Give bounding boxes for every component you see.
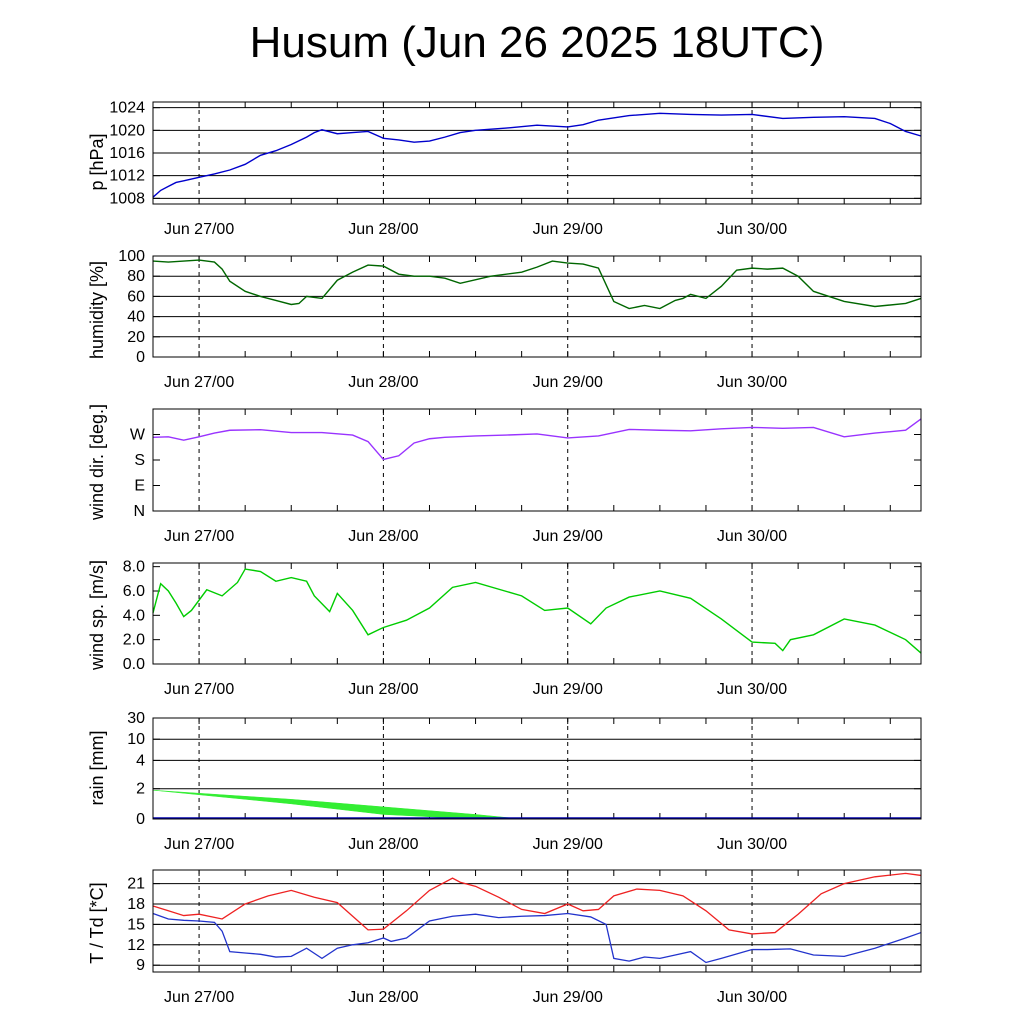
x-tick-label: Jun 29/00	[533, 836, 603, 853]
y-tick-label: 0	[136, 349, 145, 366]
y-tick-label: 1024	[109, 100, 145, 117]
series-line	[152, 112, 922, 198]
x-tick-label: Jun 28/00	[348, 836, 418, 853]
temperature-line	[152, 872, 922, 935]
panel-4: 0 2 4 10 30 Jun 27/00 Jun 28/00 Jun 29/00 Jun 30…	[87, 710, 922, 853]
x-tick-label: Jun 30/00	[717, 681, 787, 698]
y-tick-label: 30	[127, 710, 145, 727]
y-tick-label: N	[133, 503, 145, 520]
x-tick-label: Jun 30/00	[717, 374, 787, 391]
y-tick-label: 2.0	[123, 632, 145, 649]
panel-frame	[152, 562, 922, 665]
rain-area	[152, 789, 921, 820]
panel-3: 0.0 2.0 4.0 6.0 8.0 Jun 27/00 Jun 28/00 Jun 29/…	[87, 559, 922, 698]
y-tick-label: 1012	[109, 168, 145, 185]
y-tick-label: 10	[127, 731, 145, 748]
y-axis-label: T / Td [*C]	[87, 882, 107, 963]
y-tick-label: 12	[127, 937, 145, 954]
y-tick-label: 8.0	[123, 559, 145, 576]
x-tick-label: Jun 29/00	[533, 221, 603, 238]
y-tick-label: 1008	[109, 190, 145, 207]
y-tick-label: 4.0	[123, 607, 145, 624]
y-tick-label: 9	[136, 957, 145, 974]
series-line	[152, 568, 922, 654]
y-tick-label: W	[130, 427, 146, 444]
y-tick-label: 0.0	[123, 656, 145, 673]
y-tick-label: 21	[127, 876, 145, 893]
x-tick-label: Jun 29/00	[533, 681, 603, 698]
x-tick-label: Jun 28/00	[348, 374, 418, 391]
panel-frame	[152, 101, 922, 205]
x-tick-label: Jun 28/00	[348, 681, 418, 698]
panel-frame	[152, 869, 922, 973]
x-tick-label: Jun 28/00	[348, 989, 418, 1006]
x-tick-label: Jun 30/00	[717, 836, 787, 853]
y-tick-label: 4	[136, 752, 145, 769]
y-tick-label: 100	[118, 248, 145, 265]
y-tick-label: 80	[127, 268, 145, 285]
panel-5: 9 12 15 18 21 Jun 27/00 Jun 28/00 Jun 29/00 Jun …	[87, 869, 922, 1006]
y-tick-label: 1016	[109, 145, 145, 162]
y-tick-label: 0	[136, 811, 145, 828]
y-tick-label: S	[134, 452, 145, 469]
x-tick-label: Jun 28/00	[348, 528, 418, 545]
y-tick-label: 15	[127, 916, 145, 933]
y-tick-label: 40	[127, 309, 145, 326]
x-tick-label: Jun 30/00	[717, 221, 787, 238]
y-axis-label: rain [mm]	[87, 730, 107, 805]
y-tick-label: 6.0	[123, 583, 145, 600]
x-tick-label: Jun 27/00	[164, 989, 234, 1006]
panel-frame	[152, 408, 922, 512]
x-tick-label: Jun 30/00	[717, 528, 787, 545]
x-tick-label: Jun 29/00	[533, 374, 603, 391]
dewpoint-line	[152, 912, 922, 964]
x-tick-label: Jun 27/00	[164, 374, 234, 391]
y-tick-label: 18	[127, 896, 145, 913]
y-tick-label: 1020	[109, 122, 145, 139]
panel-frame	[152, 255, 922, 358]
panel-1: 0 20 40 60 80 100 Jun 27/00 Jun 28/00 Jun 29/00 J…	[87, 248, 922, 391]
x-tick-label: Jun 29/00	[533, 528, 603, 545]
x-tick-label: Jun 28/00	[348, 221, 418, 238]
x-tick-label: Jun 27/00	[164, 836, 234, 853]
chart-title: Husum (Jun 26 2025 18UTC)	[249, 18, 825, 67]
x-tick-label: Jun 27/00	[164, 221, 234, 238]
series-line	[152, 418, 922, 461]
y-tick-label: 20	[127, 329, 145, 346]
y-axis-label: wind dir. [deg.]	[87, 404, 107, 521]
x-tick-label: Jun 29/00	[533, 989, 603, 1006]
y-axis-label: p [hPa]	[87, 133, 107, 190]
x-tick-label: Jun 27/00	[164, 681, 234, 698]
y-tick-label: E	[134, 478, 145, 495]
x-tick-label: Jun 27/00	[164, 528, 234, 545]
x-tick-label: Jun 30/00	[717, 989, 787, 1006]
y-axis-label: humidity [%]	[87, 261, 107, 359]
y-tick-label: 2	[136, 781, 145, 798]
y-axis-label: wind sp. [m/s]	[87, 560, 107, 671]
y-tick-label: 60	[127, 288, 145, 305]
panel-frame	[152, 717, 922, 820]
panel-0: 1008 1012 1016 1020 1024 Jun 27/00 Jun 28/00 Ju…	[87, 100, 922, 238]
series-line	[152, 259, 922, 310]
